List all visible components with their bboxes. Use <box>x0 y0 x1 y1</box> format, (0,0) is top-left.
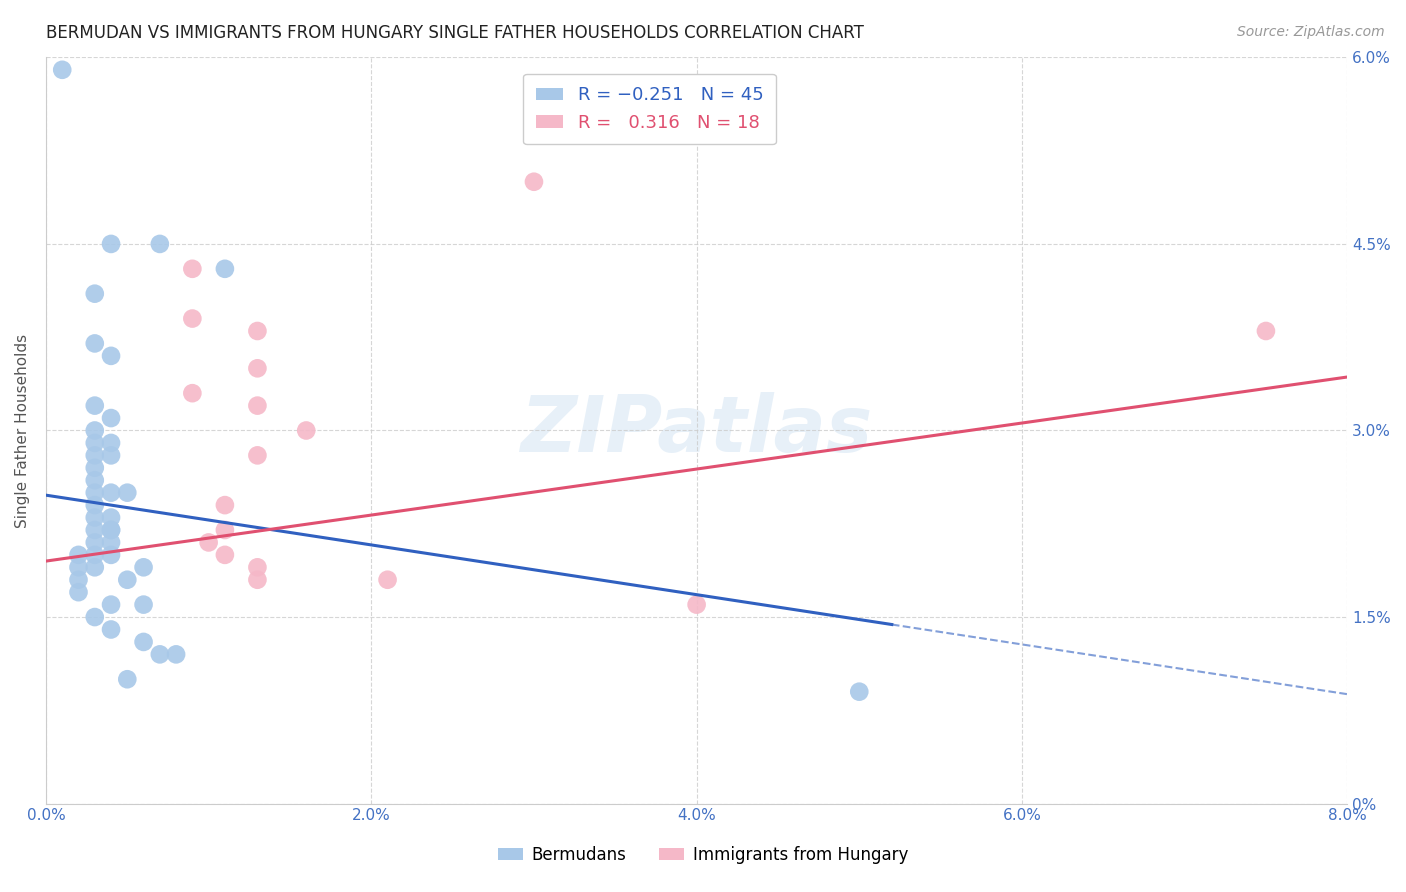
Point <box>83 449 105 463</box>
Point <box>149 648 172 662</box>
Point <box>100 436 122 450</box>
Point <box>295 424 318 438</box>
Point <box>83 424 105 438</box>
Point <box>83 473 105 487</box>
Point <box>100 598 122 612</box>
Point <box>51 62 73 77</box>
Point <box>67 573 90 587</box>
Point <box>181 311 204 326</box>
Point <box>214 498 236 512</box>
Point <box>132 635 155 649</box>
Point <box>83 286 105 301</box>
Point <box>1254 324 1277 338</box>
Point <box>132 598 155 612</box>
Point <box>848 684 870 698</box>
Point <box>100 548 122 562</box>
Y-axis label: Single Father Households: Single Father Households <box>15 334 30 527</box>
Point <box>214 548 236 562</box>
Point <box>67 560 90 574</box>
Point <box>246 573 269 587</box>
Legend: R = −0.251   N = 45, R =   0.316   N = 18: R = −0.251 N = 45, R = 0.316 N = 18 <box>523 74 776 145</box>
Point <box>83 399 105 413</box>
Point <box>100 523 122 537</box>
Point <box>100 535 122 549</box>
Point <box>83 485 105 500</box>
Point <box>214 523 236 537</box>
Point <box>149 236 172 251</box>
Point <box>117 485 139 500</box>
Point <box>214 261 236 276</box>
Point <box>83 610 105 624</box>
Point <box>100 349 122 363</box>
Point <box>165 648 187 662</box>
Point <box>83 535 105 549</box>
Text: Source: ZipAtlas.com: Source: ZipAtlas.com <box>1237 25 1385 39</box>
Point <box>83 560 105 574</box>
Point <box>197 535 219 549</box>
Point <box>181 261 204 276</box>
Point <box>117 672 139 686</box>
Point <box>246 449 269 463</box>
Point <box>246 560 269 574</box>
Point <box>246 324 269 338</box>
Point <box>67 548 90 562</box>
Point <box>246 361 269 376</box>
Point <box>83 510 105 524</box>
Point <box>100 523 122 537</box>
Point <box>83 548 105 562</box>
Point <box>83 498 105 512</box>
Point <box>100 485 122 500</box>
Point <box>100 623 122 637</box>
Text: ZIPatlas: ZIPatlas <box>520 392 873 468</box>
Point <box>100 449 122 463</box>
Point <box>100 510 122 524</box>
Point <box>246 399 269 413</box>
Point <box>100 411 122 425</box>
Text: BERMUDAN VS IMMIGRANTS FROM HUNGARY SINGLE FATHER HOUSEHOLDS CORRELATION CHART: BERMUDAN VS IMMIGRANTS FROM HUNGARY SING… <box>46 24 863 42</box>
Point <box>100 236 122 251</box>
Point <box>181 386 204 401</box>
Point <box>685 598 707 612</box>
Point <box>83 436 105 450</box>
Point <box>377 573 399 587</box>
Point <box>83 336 105 351</box>
Point <box>67 585 90 599</box>
Point <box>83 523 105 537</box>
Legend: Bermudans, Immigrants from Hungary: Bermudans, Immigrants from Hungary <box>491 839 915 871</box>
Point <box>523 175 546 189</box>
Point <box>117 573 139 587</box>
Point <box>83 460 105 475</box>
Point <box>132 560 155 574</box>
